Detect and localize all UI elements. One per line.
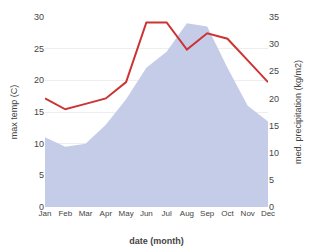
svg-text:max temp (C): max temp (C) <box>9 85 19 140</box>
svg-text:25: 25 <box>269 66 279 76</box>
svg-text:0: 0 <box>269 202 274 212</box>
svg-text:10: 10 <box>34 139 44 149</box>
svg-text:15: 15 <box>34 107 44 117</box>
svg-text:May: May <box>119 209 134 218</box>
svg-text:Mar: Mar <box>79 209 93 218</box>
svg-text:Oct: Oct <box>221 209 234 218</box>
svg-text:Nov: Nov <box>241 209 255 218</box>
svg-text:5: 5 <box>269 175 274 185</box>
svg-text:30: 30 <box>34 12 44 22</box>
svg-text:Apr: Apr <box>100 209 113 218</box>
svg-text:Sep: Sep <box>200 209 215 218</box>
svg-text:Jan: Jan <box>39 209 52 218</box>
svg-text:30: 30 <box>269 39 279 49</box>
svg-text:5: 5 <box>39 170 44 180</box>
svg-text:med. precipitation (kg/m2): med. precipitation (kg/m2) <box>293 60 303 164</box>
svg-text:0: 0 <box>39 202 44 212</box>
svg-text:20: 20 <box>269 94 279 104</box>
svg-text:10: 10 <box>269 148 279 158</box>
svg-text:20: 20 <box>34 75 44 85</box>
svg-text:Feb: Feb <box>58 209 72 218</box>
svg-text:15: 15 <box>269 121 279 131</box>
svg-text:25: 25 <box>34 44 44 54</box>
svg-text:Aug: Aug <box>180 209 194 218</box>
svg-text:Dec: Dec <box>261 209 275 218</box>
svg-text:Jul: Jul <box>162 209 172 218</box>
svg-text:date (month): date (month) <box>129 236 184 246</box>
svg-text:35: 35 <box>269 12 279 22</box>
svg-text:Jun: Jun <box>140 209 153 218</box>
